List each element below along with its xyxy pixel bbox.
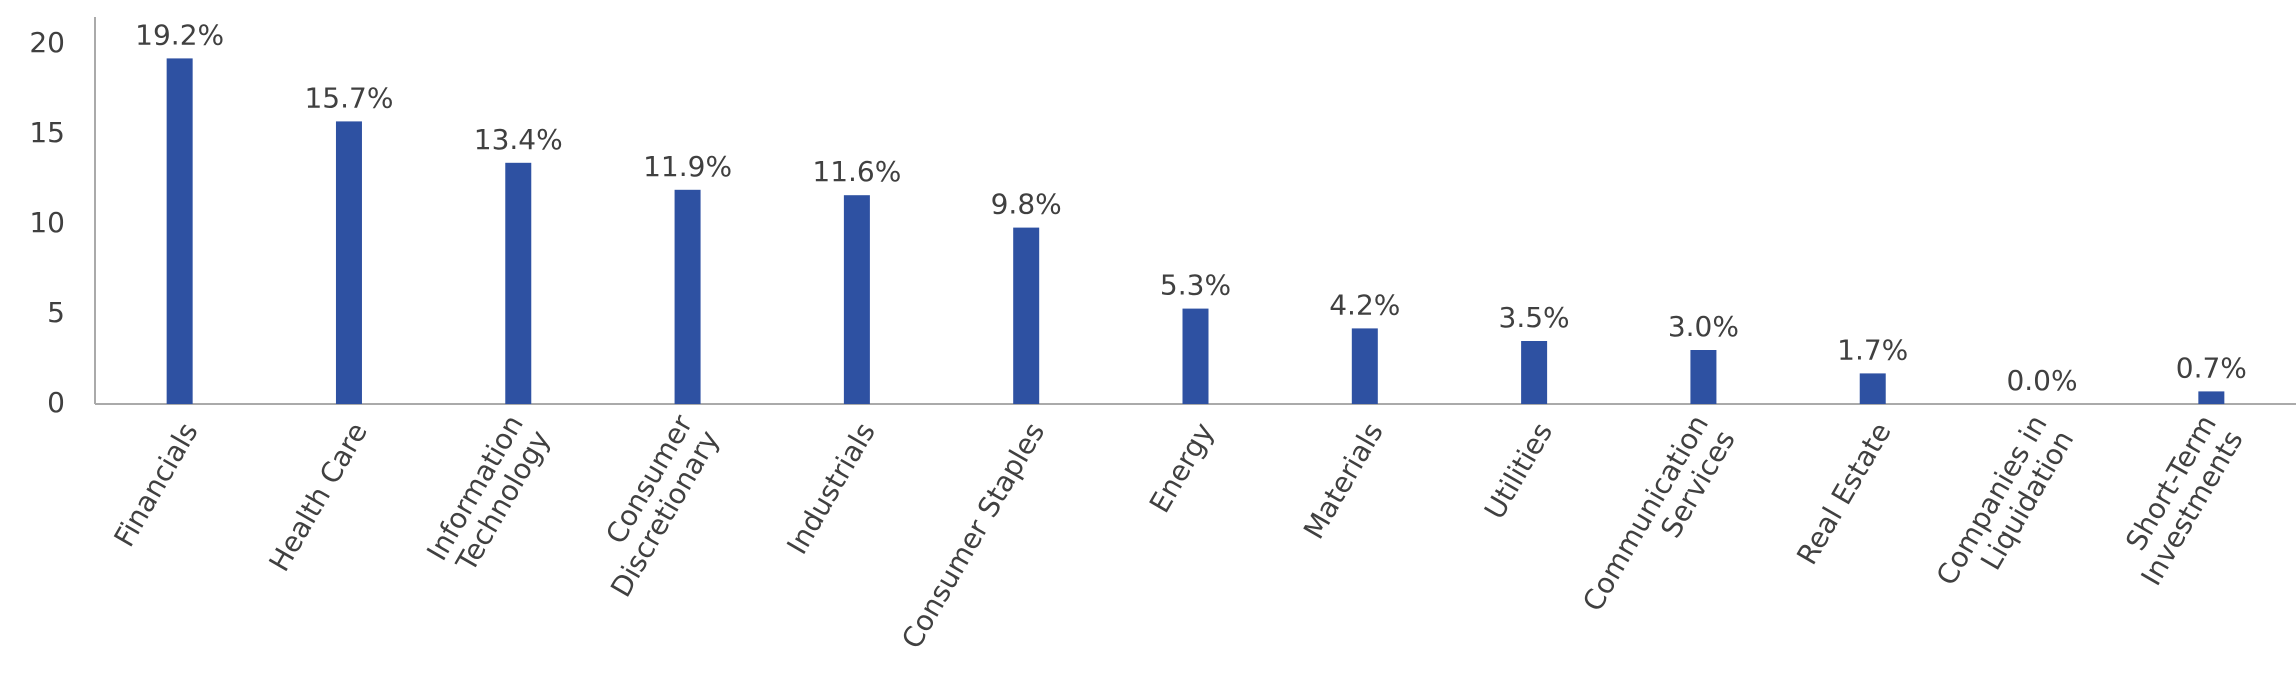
x-tick-label: Short-TermInvestments bbox=[2108, 409, 2250, 591]
y-tick-label: 10 bbox=[29, 206, 65, 239]
bar bbox=[1521, 341, 1548, 404]
value-label: 13.4% bbox=[474, 123, 563, 156]
value-label: 3.0% bbox=[1668, 310, 1739, 343]
bar bbox=[1013, 227, 1040, 404]
bar bbox=[505, 162, 532, 404]
value-label: 1.7% bbox=[1837, 333, 1908, 366]
x-tick-label: CommunicationServices bbox=[1576, 409, 1742, 632]
x-tick-label: Consumer Staples bbox=[895, 417, 1051, 654]
x-tick-label: Financials bbox=[107, 417, 204, 552]
x-tick-label: Industrials bbox=[780, 417, 882, 560]
x-tick-label: InformationTechnology bbox=[420, 409, 556, 581]
bar bbox=[843, 195, 870, 404]
x-tick-label: Utilities bbox=[1478, 417, 1559, 525]
bar bbox=[166, 58, 193, 405]
bar bbox=[2198, 391, 2225, 404]
value-label: 15.7% bbox=[304, 81, 393, 114]
bar bbox=[1182, 308, 1209, 404]
x-tick-label: Energy bbox=[1143, 417, 1221, 518]
y-tick-label: 20 bbox=[29, 26, 65, 59]
value-label: 3.5% bbox=[1499, 301, 1570, 334]
x-tick-label: Materials bbox=[1297, 417, 1390, 545]
y-tick-label: 5 bbox=[47, 296, 65, 329]
y-tick-label: 0 bbox=[47, 386, 65, 419]
value-label: 4.2% bbox=[1329, 288, 1400, 321]
bar bbox=[1859, 373, 1886, 404]
y-tick-label: 15 bbox=[29, 116, 65, 149]
value-label: 0.0% bbox=[2006, 364, 2077, 397]
bar bbox=[674, 189, 701, 404]
x-tick-label: Real Estate bbox=[1790, 417, 1898, 570]
x-tick-label: Health Care bbox=[263, 417, 374, 577]
value-label: 0.7% bbox=[2176, 351, 2247, 384]
value-label: 11.9% bbox=[643, 150, 732, 183]
x-tick-label: ConsumerDiscretionary bbox=[577, 409, 726, 603]
x-tick-label: Companies inLiquidation bbox=[1930, 409, 2081, 606]
value-label: 11.6% bbox=[812, 155, 901, 188]
bar bbox=[1351, 328, 1378, 404]
bar bbox=[1690, 350, 1717, 404]
bar bbox=[335, 121, 362, 405]
value-label: 5.3% bbox=[1160, 269, 1231, 302]
value-label: 19.2% bbox=[135, 18, 224, 51]
value-label: 9.8% bbox=[991, 188, 1062, 221]
